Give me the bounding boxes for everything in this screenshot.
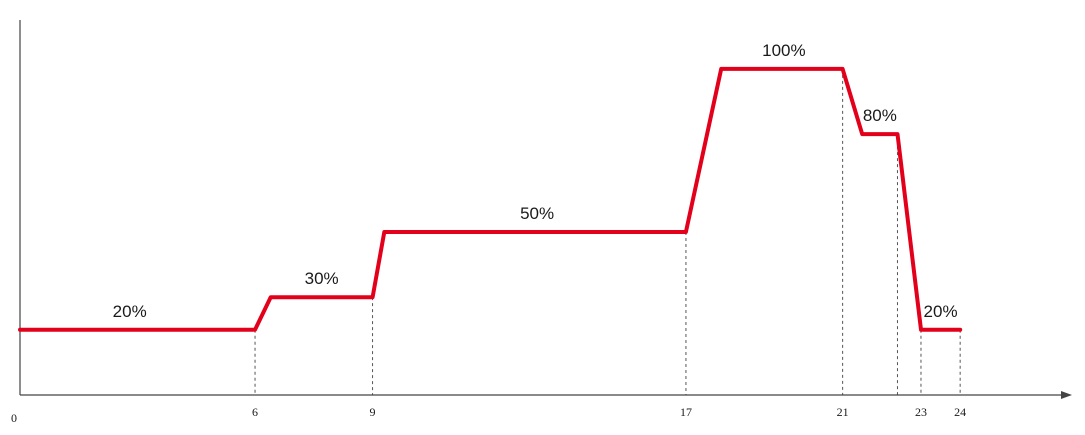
x-tick-label: 9 [370,405,376,419]
x-axis-arrowhead [1061,391,1072,399]
x-tick-labels: 0 6 9 17 21 23 24 [11,405,966,425]
series-line-0 [18,66,963,332]
segment-label: 20% [924,302,958,321]
dashed-guide-lines [254,68,961,395]
segment-label: 50% [520,204,554,223]
x-tick-label: 6 [252,405,258,419]
segment-label: 20% [113,302,147,321]
segment-label: 30% [305,269,339,288]
chart-axes [19,20,1072,399]
segment-label: 100% [762,41,805,60]
x-tick-label: 17 [680,405,692,419]
x-tick-label: 24 [954,405,966,419]
segment-labels: 20% 30% 50% 100% 80% 20% [113,41,958,321]
x-tick-label: 21 [837,405,849,419]
series-group [18,66,963,332]
x-tick-label: 0 [11,411,17,425]
x-tick-label: 23 [915,405,927,419]
segment-label: 80% [863,106,897,125]
